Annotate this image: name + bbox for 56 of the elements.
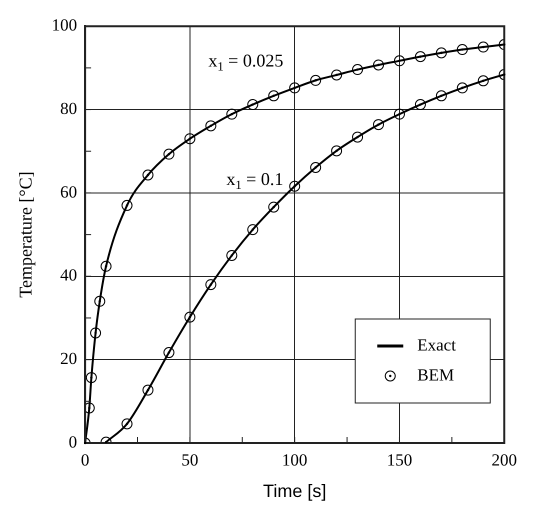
point [310, 162, 322, 173]
point [289, 82, 300, 94]
x-tick-label: 0 [80, 450, 90, 470]
point [163, 148, 174, 160]
point [310, 74, 322, 86]
point [184, 312, 196, 323]
point [414, 99, 426, 110]
x-axis-title: Time [s] [263, 481, 326, 502]
point [247, 99, 258, 110]
point [456, 44, 468, 56]
y-tick-label: 100 [52, 16, 78, 35]
x-tick-label: 200 [492, 450, 517, 470]
x-tick-label: 100 [282, 450, 308, 470]
point [289, 180, 300, 192]
y-tick-label: 20 [60, 349, 78, 368]
y-tick-label: 0 [68, 432, 78, 452]
point [205, 120, 216, 132]
legend-label: BEM [417, 365, 454, 384]
point [352, 132, 364, 143]
point [414, 51, 426, 62]
y-tick-label: 60 [60, 182, 78, 202]
point [373, 119, 384, 130]
point [478, 75, 489, 86]
point [352, 64, 364, 76]
point [142, 170, 154, 180]
point [100, 260, 112, 272]
point [268, 90, 280, 102]
point [142, 384, 154, 396]
point [331, 145, 342, 156]
point [247, 224, 258, 236]
point [436, 47, 447, 58]
point [394, 108, 405, 120]
point [86, 372, 97, 384]
point [85, 402, 95, 414]
point [184, 133, 196, 144]
point [94, 296, 106, 307]
x-tick-label: 150 [386, 450, 412, 470]
point [436, 90, 447, 102]
y-tick-label: 40 [60, 266, 78, 285]
x-tick-label: 50 [181, 450, 198, 470]
point [122, 200, 133, 211]
point [226, 250, 238, 261]
point [268, 202, 280, 213]
point [90, 327, 102, 338]
point [478, 42, 489, 53]
y-axis-title: Temperature [°C] [16, 171, 36, 298]
point [331, 69, 342, 80]
point [205, 279, 216, 290]
point [373, 59, 384, 70]
legend-label: Exact [417, 335, 456, 354]
point [226, 108, 238, 120]
y-tick-label: 80 [60, 99, 78, 118]
point [394, 55, 405, 66]
point [163, 347, 174, 358]
point [456, 82, 468, 94]
point [122, 418, 133, 430]
